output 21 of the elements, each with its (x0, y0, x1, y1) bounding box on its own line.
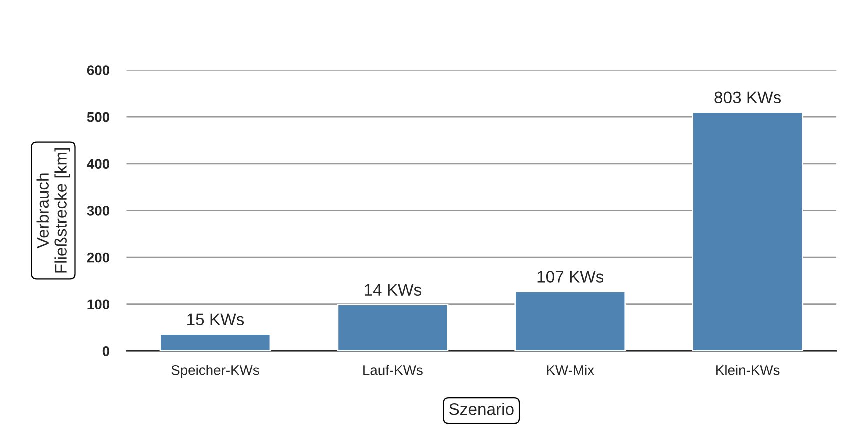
bar (514, 291, 626, 352)
annotation: 15 KWs (188, 314, 244, 326)
y-tick-label: 200 (87, 252, 110, 263)
y-tick-label: 400 (87, 159, 110, 170)
x-tick-label: Lauf-KWs (364, 365, 423, 376)
annotation: 14 KWs (365, 284, 422, 296)
bar (337, 304, 449, 352)
x-tick-label: KW-Mix (547, 365, 594, 376)
y-tick-label: 300 (87, 206, 110, 216)
x-tick-label: Klein-KWs (716, 365, 780, 376)
annotation: 803 KWs (714, 92, 782, 104)
x-tick-label: Speicher-KWs (172, 365, 260, 378)
y-tick-label: 0 (102, 346, 110, 356)
bar (160, 334, 272, 352)
y-axis-title: Verbrauch Fließstrecke [km] (36, 148, 70, 273)
x-axis-title: Szenario (450, 403, 514, 416)
y-tick-label: 600 (87, 66, 110, 76)
y-tick-label: 100 (88, 300, 110, 310)
y-tick-label: 500 (87, 112, 110, 122)
annotation: 107 KWs (538, 271, 604, 283)
bar (692, 112, 804, 352)
